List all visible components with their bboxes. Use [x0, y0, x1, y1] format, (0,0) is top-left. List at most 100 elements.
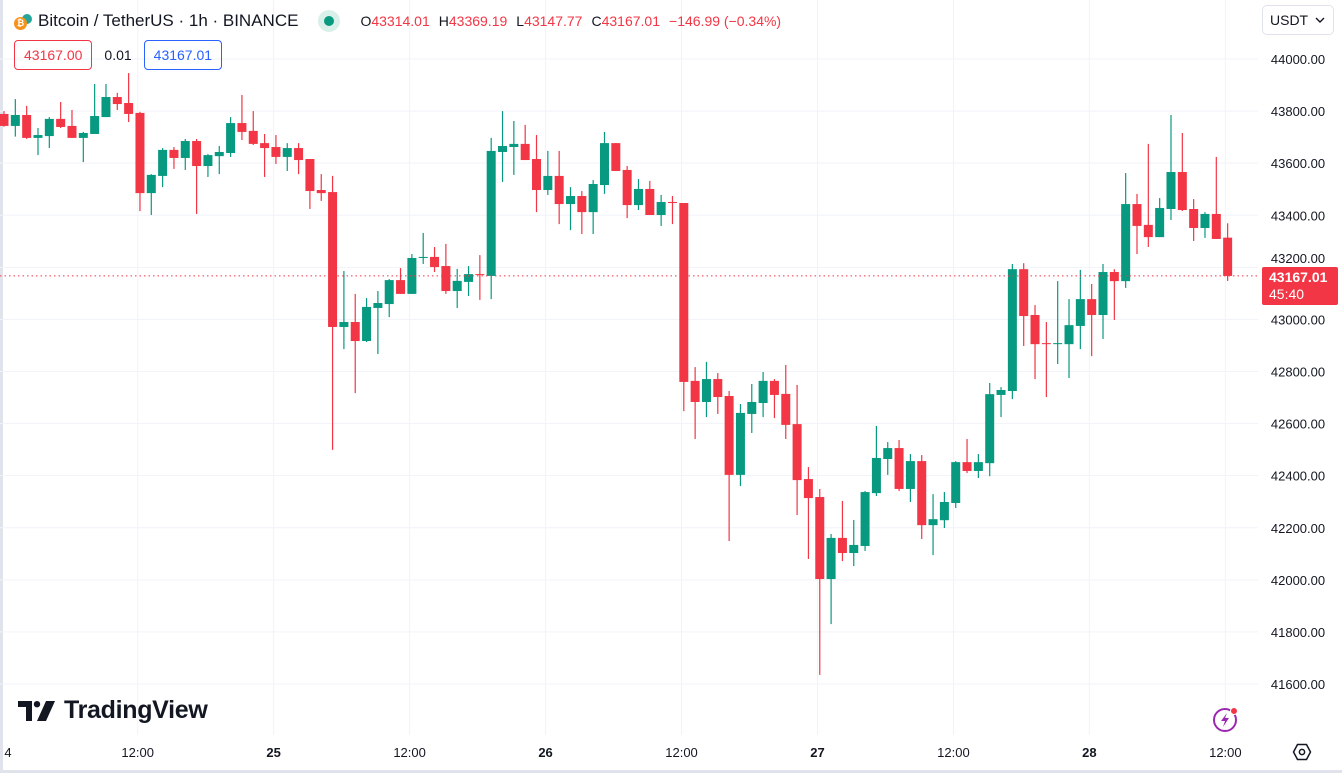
candle-body	[656, 201, 666, 215]
candle-bearish	[441, 243, 451, 294]
candle-body	[418, 256, 428, 258]
candle-bearish	[645, 180, 655, 215]
tradingview-logo[interactable]: TradingView	[18, 696, 208, 725]
candle-body	[928, 519, 938, 526]
candle-bearish	[1030, 305, 1040, 380]
candle-body	[328, 192, 338, 327]
candle-bearish	[112, 92, 122, 111]
time-tick-label: 28	[1082, 745, 1096, 760]
candle-body	[622, 169, 632, 206]
price-tick-label: 43200.00	[1271, 251, 1325, 266]
candle-body	[90, 116, 100, 135]
price-tick-label: 42800.00	[1271, 365, 1325, 380]
candle-bearish	[248, 111, 258, 145]
candle-body	[566, 195, 575, 205]
candle-body	[1064, 325, 1074, 345]
candle-body	[0, 113, 9, 126]
candle-bullish	[985, 382, 995, 477]
candle-countdown: 45:40	[1269, 286, 1305, 302]
candle-bullish	[486, 137, 496, 300]
candle-bullish	[498, 111, 508, 182]
candle-bullish	[747, 384, 757, 433]
symbol-title[interactable]: Bitcoin / TetherUS · 1h · BINANCE	[38, 11, 299, 30]
candle-body	[826, 537, 836, 580]
candle-body	[282, 148, 292, 157]
candle-body	[180, 141, 190, 158]
buy-button[interactable]: 43167.01	[143, 40, 223, 70]
candle-body	[543, 175, 553, 190]
currency-select[interactable]: USDT	[1262, 5, 1334, 35]
currency-label: USDT	[1270, 12, 1309, 28]
candle-bullish	[543, 150, 553, 195]
candle-body	[124, 103, 134, 114]
candle-body	[475, 274, 485, 276]
candle-bearish	[316, 174, 326, 201]
candle-bullish	[407, 254, 417, 294]
candle-bearish	[917, 455, 927, 539]
price-tick-label: 43400.00	[1271, 208, 1325, 223]
time-tick-label: 12:00	[937, 745, 970, 760]
candle-bearish	[1019, 263, 1029, 346]
time-tick-label: 27	[810, 745, 824, 760]
candle-bearish	[56, 101, 66, 129]
candle-bearish	[475, 255, 485, 300]
candle-body	[985, 394, 995, 464]
open-value: 43314.01	[371, 13, 430, 29]
candle-bullish	[339, 270, 349, 350]
candle-body	[883, 448, 893, 460]
candle-bullish	[996, 387, 1006, 418]
candle-bullish	[883, 442, 893, 475]
candle-bullish	[373, 291, 383, 355]
candle-body	[1189, 209, 1199, 229]
candle-body	[192, 141, 202, 167]
price-tick-label: 42000.00	[1271, 573, 1325, 588]
price-tick-label: 42400.00	[1271, 469, 1325, 484]
candle-body	[690, 380, 700, 402]
candle-bullish	[566, 187, 575, 231]
candle-body	[1121, 204, 1131, 282]
candle-body	[486, 150, 496, 276]
close-key: C	[591, 13, 602, 29]
candle-bullish	[849, 519, 859, 567]
candle-body	[407, 257, 417, 294]
settings-icon[interactable]	[1292, 742, 1312, 762]
tradingview-wordmark: TradingView	[64, 696, 208, 724]
candle-bearish	[803, 467, 813, 560]
candle-body	[1166, 172, 1176, 210]
time-tick-label: 4	[4, 745, 11, 760]
candle-body	[1211, 213, 1221, 239]
candle-bullish	[44, 117, 54, 149]
candle-body	[305, 159, 315, 192]
spread-value: 0.01	[104, 47, 132, 63]
candle-bullish	[1200, 212, 1210, 238]
candle-bearish	[837, 500, 847, 562]
candle-body	[214, 151, 224, 157]
sell-button[interactable]: 43167.00	[14, 40, 93, 70]
candle-body	[633, 188, 643, 206]
candle-bearish	[350, 293, 360, 394]
candle-bullish	[939, 492, 949, 529]
candle-bullish	[90, 84, 100, 135]
candle-body	[837, 537, 847, 554]
candle-bullish	[758, 372, 768, 418]
candle-bullish	[1064, 299, 1074, 379]
candle-body	[962, 462, 972, 471]
candle-bearish	[532, 135, 542, 213]
candle-bullish	[871, 425, 881, 496]
candle-bullish	[146, 174, 156, 215]
lightning-alert-icon[interactable]	[1211, 705, 1241, 735]
candle-body	[520, 143, 530, 161]
candle-bearish	[577, 191, 587, 235]
current-price-value: 43167.01	[1269, 269, 1328, 285]
candle-body	[452, 280, 462, 292]
candle-body	[101, 97, 111, 118]
candle-bearish	[1041, 322, 1051, 398]
candle-body	[464, 274, 474, 282]
candle-bearish	[1109, 269, 1119, 320]
candle-bearish	[554, 150, 564, 225]
candle-body	[769, 380, 779, 395]
candle-body	[158, 149, 168, 176]
candle-bullish	[1075, 269, 1085, 350]
candle-body	[611, 143, 621, 171]
